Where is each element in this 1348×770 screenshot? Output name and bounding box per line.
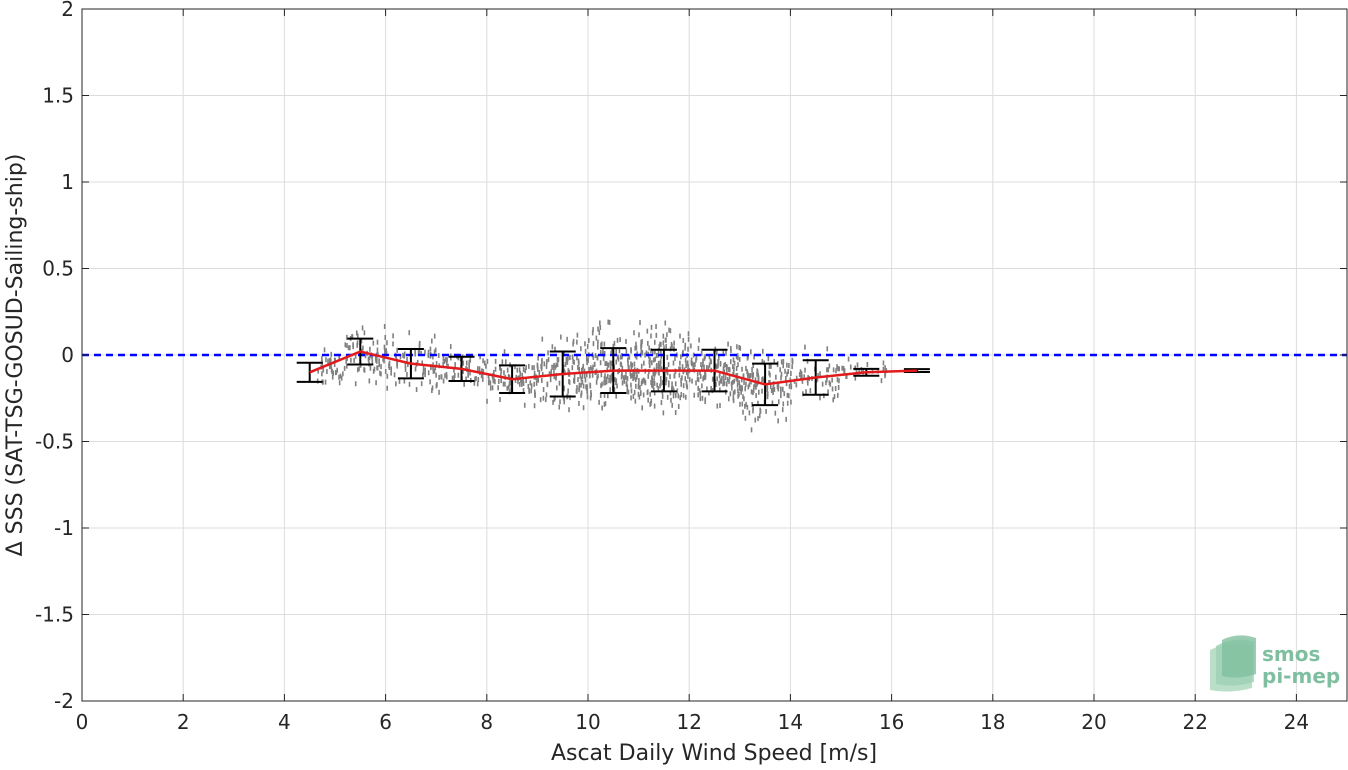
x-axis-label: Ascat Daily Wind Speed [m/s] — [551, 741, 877, 766]
x-tick-label: 22 — [1182, 710, 1207, 734]
y-tick-label: 0 — [61, 343, 74, 367]
logo-text-smos: smos — [1262, 642, 1320, 666]
logo: smos pi-mep — [1210, 635, 1340, 692]
x-tick-label: 2 — [177, 710, 190, 734]
y-tick-label: -0.5 — [35, 430, 74, 454]
y-tick-label: 2 — [61, 0, 74, 21]
x-tick-label: 14 — [778, 710, 803, 734]
x-tick-label: 12 — [676, 710, 701, 734]
x-axis-ticks: 0 2 4 6 8 10 12 14 16 18 20 22 24 — [76, 9, 1309, 734]
y-axis-ticks: 2 1.5 1 0.5 0 -0.5 -1 -1.5 -2 — [35, 0, 1347, 713]
mean-line — [309, 350, 917, 386]
y-tick-label: 1 — [61, 170, 74, 194]
x-tick-label: 10 — [575, 710, 600, 734]
y-tick-label: -2 — [54, 689, 74, 713]
y-tick-label: 0.5 — [42, 257, 74, 281]
x-tick-label: 16 — [879, 710, 904, 734]
y-axis-label: Δ SSS (SAT-TSG-GOSUD-Sailing-ship) — [3, 154, 28, 557]
logo-text-pimep: pi-mep — [1262, 664, 1340, 688]
x-tick-label: 6 — [379, 710, 392, 734]
y-tick-label: 1.5 — [42, 84, 74, 108]
x-tick-label: 0 — [76, 710, 89, 734]
x-tick-label: 24 — [1284, 710, 1309, 734]
x-tick-label: 4 — [278, 710, 291, 734]
y-tick-label: -1.5 — [35, 603, 74, 627]
y-tick-label: -1 — [54, 516, 74, 540]
logo-waves-icon — [1210, 635, 1256, 692]
x-tick-label: 8 — [480, 710, 493, 734]
x-tick-label: 20 — [1081, 710, 1106, 734]
x-tick-label: 18 — [980, 710, 1005, 734]
